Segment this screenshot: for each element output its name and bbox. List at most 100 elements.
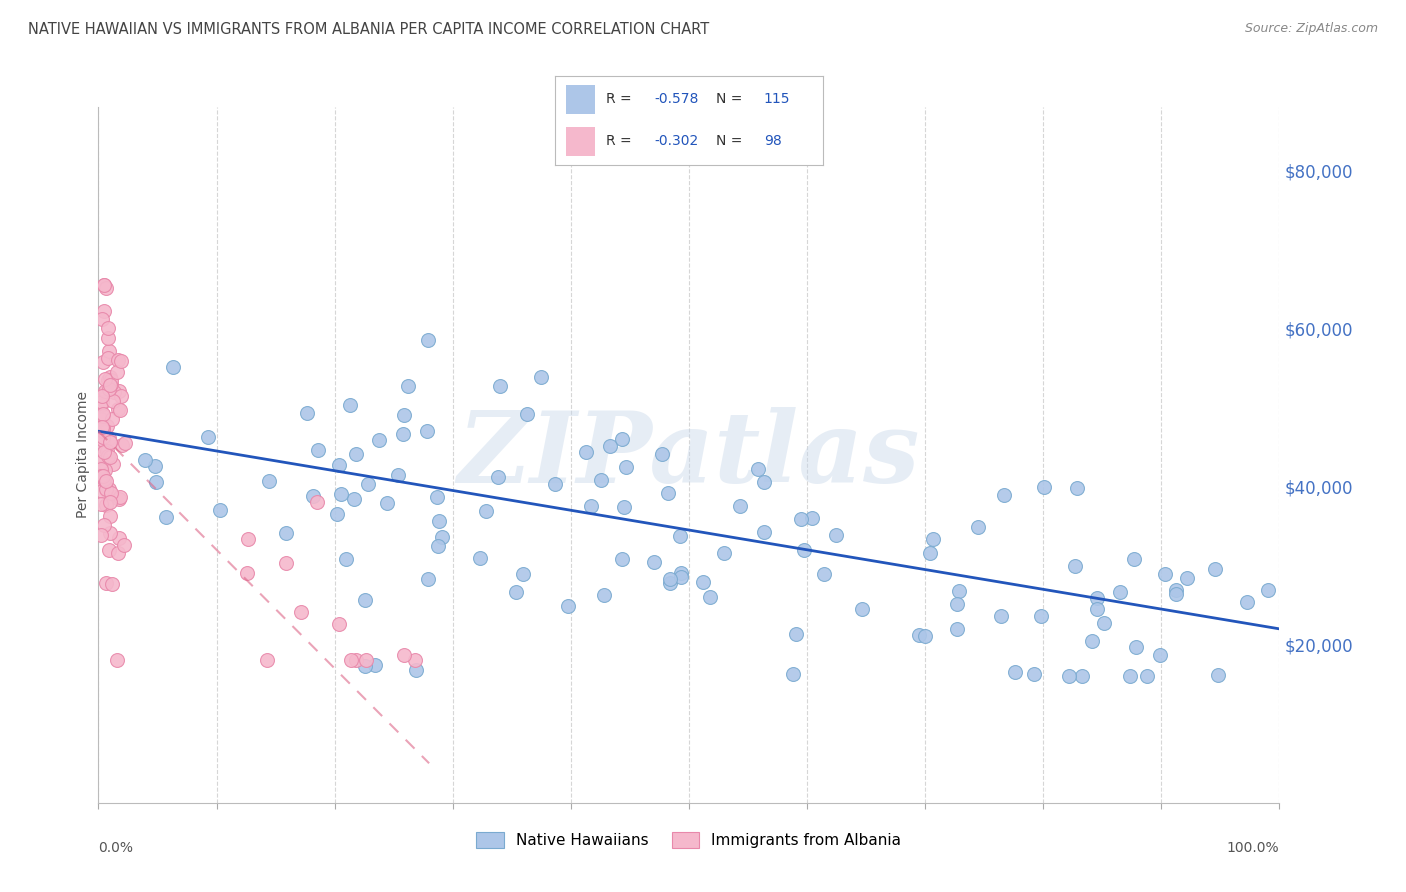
Point (599, 439, 621, 453)
Point (97, 320, 120, 334)
Point (108, 402, 131, 417)
Point (97, 382, 120, 396)
Point (107, 401, 129, 416)
Point (344, 447, 367, 461)
Point (375, 495, 398, 509)
Point (90, 395, 112, 409)
Point (544, 477, 567, 491)
Point (94, 474, 117, 488)
Point (143, 458, 166, 473)
Point (1123, 551, 1146, 566)
Point (290, 605, 312, 619)
Point (396, 378, 419, 392)
Point (90, 528, 112, 542)
Point (1108, 585, 1130, 599)
Text: -0.578: -0.578 (654, 93, 699, 106)
Point (93, 445, 115, 459)
Point (101, 394, 124, 409)
Point (505, 585, 527, 599)
Point (404, 653, 426, 667)
Point (90, 398, 112, 412)
Point (392, 426, 415, 441)
Point (387, 467, 409, 482)
Point (945, 597, 967, 611)
Point (93, 518, 115, 533)
Point (91, 420, 114, 434)
Point (392, 409, 415, 423)
Point (108, 384, 131, 398)
Point (801, 511, 824, 525)
Point (94, 384, 117, 398)
Point (108, 490, 131, 504)
Point (100, 372, 122, 386)
Point (489, 378, 512, 392)
Point (1004, 665, 1026, 679)
Point (699, 590, 721, 604)
Point (90, 468, 112, 483)
Y-axis label: Per Capita Income: Per Capita Income (76, 392, 90, 518)
Point (93, 278, 115, 293)
Point (329, 487, 352, 501)
Point (112, 538, 135, 552)
Point (97, 351, 120, 365)
Point (392, 648, 415, 663)
Point (1022, 667, 1045, 681)
Text: 0.0%: 0.0% (98, 841, 134, 855)
Point (93, 304, 115, 318)
Point (589, 473, 612, 487)
Point (364, 658, 387, 673)
Point (197, 430, 219, 444)
Point (93, 472, 115, 486)
Point (98, 370, 121, 384)
Point (813, 567, 835, 582)
Point (427, 539, 450, 553)
Point (91, 392, 114, 407)
Point (90, 411, 112, 425)
Point (1175, 571, 1198, 585)
Point (426, 491, 449, 505)
Point (107, 653, 129, 667)
Point (111, 438, 134, 452)
Point (98, 495, 121, 509)
Point (155, 510, 177, 524)
Point (1164, 587, 1187, 601)
Point (110, 389, 132, 403)
Point (94, 280, 117, 294)
Point (236, 532, 259, 546)
Point (1087, 602, 1109, 616)
Point (108, 491, 131, 506)
Point (610, 552, 633, 566)
Point (328, 458, 350, 472)
Point (344, 653, 367, 667)
Point (90, 454, 112, 468)
Point (1063, 559, 1085, 574)
Text: R =: R = (606, 93, 636, 106)
Point (416, 572, 439, 586)
Point (91, 312, 114, 326)
Point (430, 530, 453, 544)
Point (93, 476, 115, 491)
Point (429, 514, 451, 528)
Point (1149, 648, 1171, 662)
Point (475, 504, 498, 518)
Text: 115: 115 (763, 93, 790, 106)
Point (659, 575, 682, 590)
Point (94, 498, 117, 512)
Point (1164, 583, 1187, 598)
Point (354, 592, 377, 607)
Point (668, 529, 690, 543)
Point (94, 372, 117, 386)
Point (91, 395, 114, 409)
Point (785, 627, 807, 641)
Point (98, 434, 121, 449)
Point (90, 497, 112, 511)
Point (91, 407, 114, 421)
Point (91, 420, 114, 434)
Point (107, 546, 129, 560)
Point (98, 377, 121, 392)
Point (98, 434, 121, 449)
Point (752, 525, 775, 540)
Point (103, 385, 125, 400)
Point (486, 470, 509, 484)
Point (1206, 667, 1229, 681)
